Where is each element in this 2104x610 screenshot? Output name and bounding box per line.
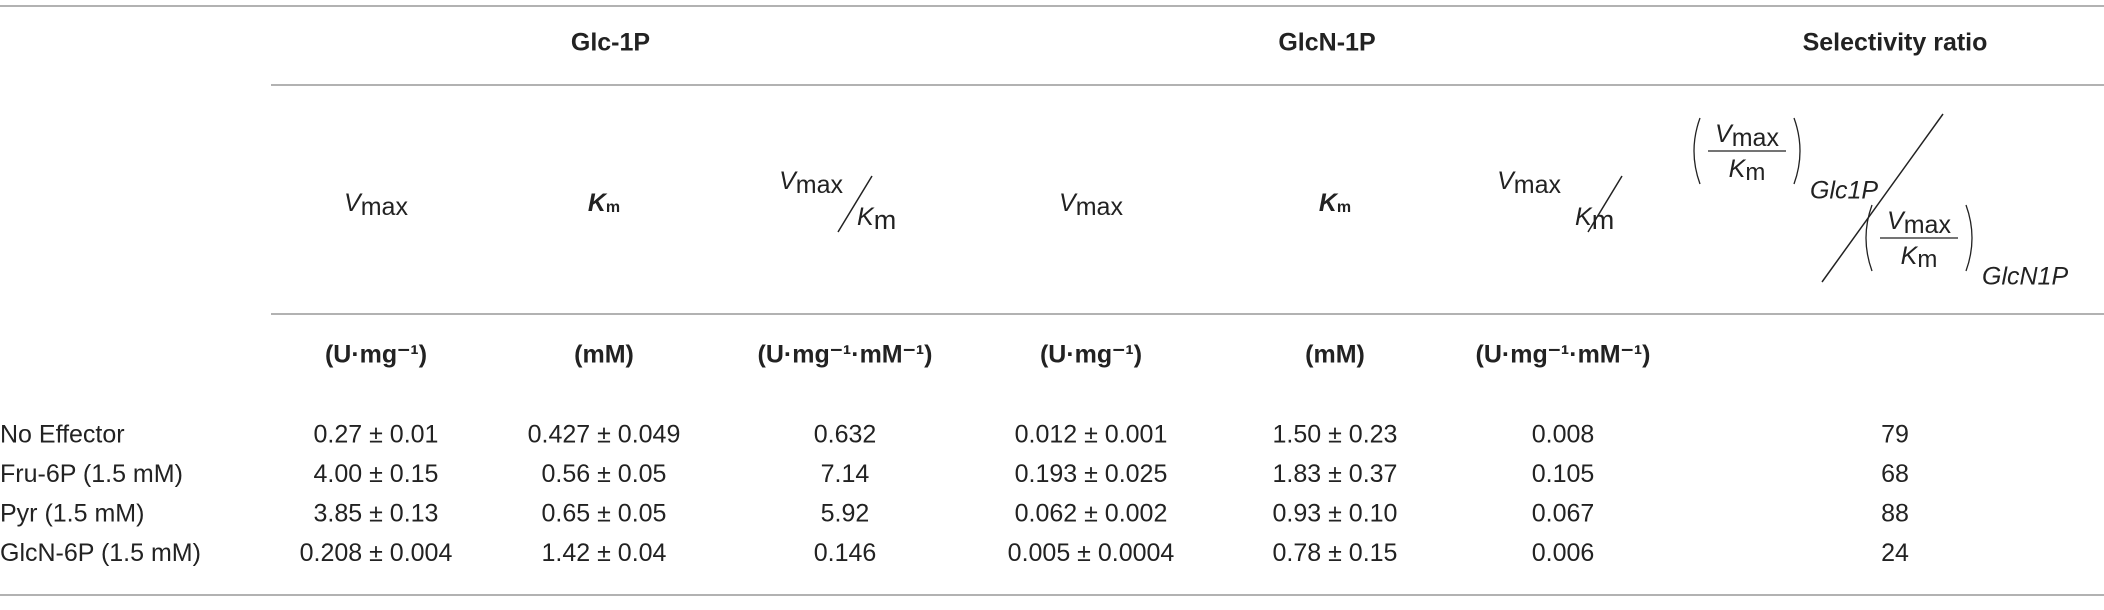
- symbol-sub: max: [1732, 124, 1780, 152]
- symbol-k: K: [588, 189, 608, 217]
- row-label: Fru-6P (1.5 mM): [0, 460, 183, 488]
- cell: 0.93 ± 0.10: [1273, 500, 1398, 528]
- cell: 0.427 ± 0.049: [528, 421, 681, 449]
- unit-header: (mM): [1305, 341, 1365, 369]
- cell: 0.006: [1532, 539, 1595, 567]
- cell: 3.85 ± 0.13: [314, 500, 439, 528]
- symbol-sub: max: [1904, 211, 1952, 239]
- fraction-slash: [837, 175, 873, 233]
- ratio-slash: [1821, 113, 1944, 283]
- parentheses: [1865, 204, 1973, 272]
- cell: 0.208 ± 0.004: [300, 539, 453, 567]
- cell: 79: [1881, 421, 1909, 449]
- symbol-k: K: [1901, 242, 1919, 270]
- unit-header: (U·mg⁻¹·mM⁻¹): [1476, 341, 1651, 369]
- group-header: GlcN-1P: [1278, 29, 1375, 57]
- cell: 4.00 ± 0.15: [314, 460, 439, 488]
- symbol-sub: max: [1514, 171, 1562, 199]
- symbol-vmax: Vmax: [1887, 207, 1951, 239]
- cell: 0.008: [1532, 421, 1595, 449]
- cell: 7.14: [821, 460, 870, 488]
- symbol-vmax: Vmax: [344, 189, 408, 221]
- symbol-k: K: [857, 203, 875, 231]
- symbol-sub: m: [1917, 246, 1937, 273]
- row-label: GlcN-6P (1.5 mM): [0, 539, 201, 567]
- cell: 1.50 ± 0.23: [1273, 421, 1398, 449]
- symbol-km: Km: [1575, 203, 1614, 236]
- symbol-k: K: [1729, 155, 1747, 183]
- symbol-k: K: [1319, 189, 1339, 217]
- cell: 5.92: [821, 500, 870, 528]
- symbol-v: V: [1059, 189, 1078, 217]
- cell: 0.56 ± 0.05: [542, 460, 667, 488]
- symbol-v: V: [779, 167, 798, 195]
- subscript: Glc1P: [1810, 177, 1878, 205]
- symbol-k: K: [1575, 203, 1593, 231]
- row-label: No Effector: [0, 421, 125, 449]
- cell: 0.65 ± 0.05: [542, 500, 667, 528]
- symbol-sub: m: [1337, 199, 1351, 216]
- unit-header: (U·mg⁻¹): [325, 341, 427, 369]
- symbol-sub: max: [796, 171, 844, 199]
- cell: 0.012 ± 0.001: [1015, 421, 1168, 449]
- cell: 0.78 ± 0.15: [1273, 539, 1398, 567]
- fraction-slash: [1587, 175, 1623, 233]
- cell: 24: [1881, 539, 1909, 567]
- cell: 0.062 ± 0.002: [1015, 500, 1168, 528]
- cell: 0.146: [814, 539, 877, 567]
- cell: 0.632: [814, 421, 877, 449]
- symbol-vmax: Vmax: [1059, 189, 1123, 221]
- symbol-sub: m: [606, 199, 620, 216]
- symbol-sub: m: [874, 205, 897, 235]
- subscript: GlcN1P: [1982, 263, 2068, 291]
- cell: 0.105: [1532, 460, 1595, 488]
- symbol-sub: max: [1076, 193, 1124, 221]
- symbol-sub: max: [361, 193, 409, 221]
- symbol-vmax: Vmax: [1497, 167, 1561, 199]
- cell: 88: [1881, 500, 1909, 528]
- parentheses: [1693, 117, 1801, 185]
- cell: 1.83 ± 0.37: [1273, 460, 1398, 488]
- symbol-v: V: [1497, 167, 1516, 195]
- symbol-v: V: [1715, 120, 1734, 148]
- unit-header: (mM): [574, 341, 634, 369]
- symbol-km: Km: [588, 189, 620, 217]
- symbol-vmax: Vmax: [1715, 120, 1779, 152]
- symbol-km: Km: [1729, 155, 1766, 187]
- row-label: Pyr (1.5 mM): [0, 500, 144, 528]
- unit-header: (U·mg⁻¹): [1040, 341, 1142, 369]
- symbol-km: Km: [1319, 189, 1351, 217]
- cell: 0.27 ± 0.01: [314, 421, 439, 449]
- cell: 0.005 ± 0.0004: [1008, 539, 1175, 567]
- cell: 0.193 ± 0.025: [1015, 460, 1168, 488]
- group-header: Glc-1P: [571, 29, 650, 57]
- cell: 0.067: [1532, 500, 1595, 528]
- symbol-sub: m: [1745, 159, 1765, 186]
- symbol-sub: m: [1592, 205, 1615, 235]
- cell: 68: [1881, 460, 1909, 488]
- symbol-km: Km: [1901, 242, 1938, 274]
- symbol-km: Km: [857, 203, 896, 236]
- unit-header: (U·mg⁻¹·mM⁻¹): [758, 341, 933, 369]
- cell: 1.42 ± 0.04: [542, 539, 667, 567]
- group-header: Selectivity ratio: [1803, 29, 1988, 57]
- symbol-vmax: Vmax: [779, 167, 843, 199]
- symbol-v: V: [344, 189, 363, 217]
- symbol-v: V: [1887, 207, 1906, 235]
